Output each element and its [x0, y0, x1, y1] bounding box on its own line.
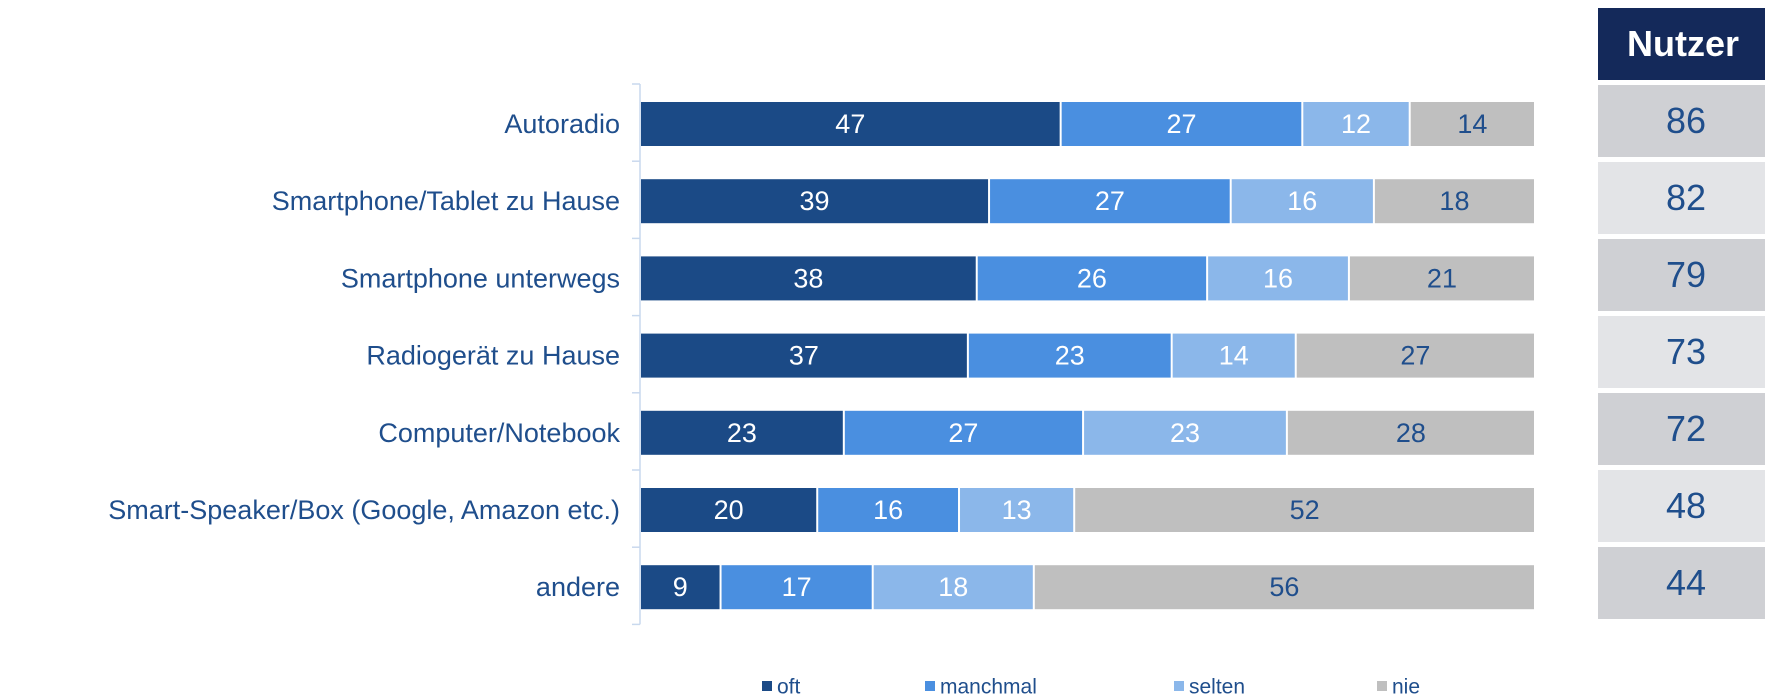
- legend-label-oft: oft: [777, 676, 801, 698]
- data-label-manchmal: 23: [1055, 341, 1085, 371]
- data-label-manchmal: 27: [948, 418, 978, 448]
- bar-segment-selten: [1172, 333, 1295, 378]
- nutzer-value: 79: [1598, 239, 1765, 311]
- data-label-selten: 13: [1002, 495, 1032, 525]
- bar-segment-oft: [641, 102, 1060, 146]
- bar-segment-oft: [641, 179, 989, 224]
- bar-segment-manchmal: [1061, 102, 1302, 146]
- legend-label-selten: selten: [1189, 676, 1245, 698]
- data-label-nie: 21: [1427, 263, 1457, 293]
- legend-swatch-nie: [1377, 681, 1387, 691]
- data-label-nie: 56: [1269, 572, 1299, 602]
- bar-segment-selten: [1303, 102, 1409, 146]
- bar-segment-nie: [1296, 333, 1534, 378]
- data-label-nie: 27: [1400, 341, 1430, 371]
- legend-label-manchmal: manchmal: [940, 676, 1037, 698]
- bar-segment-nie: [1374, 179, 1534, 224]
- bar-segment-oft: [641, 333, 967, 378]
- data-label-manchmal: 27: [1166, 109, 1196, 139]
- category-label: andere: [536, 572, 620, 602]
- category-label: Smartphone unterwegs: [341, 263, 620, 293]
- data-label-selten: 16: [1263, 263, 1293, 293]
- category-label: Smartphone/Tablet zu Hause: [272, 186, 620, 216]
- nutzer-value: 72: [1598, 393, 1765, 465]
- legend-swatch-selten: [1174, 681, 1184, 691]
- legend-label-nie: nie: [1392, 676, 1420, 698]
- bar-segment-oft: [641, 565, 720, 610]
- data-label-selten: 18: [938, 572, 968, 602]
- nutzer-value: 86: [1598, 85, 1765, 157]
- bar-segment-nie: [1349, 256, 1534, 301]
- nutzer-value: 44: [1598, 547, 1765, 619]
- data-label-manchmal: 17: [782, 572, 812, 602]
- data-label-selten: 23: [1170, 418, 1200, 448]
- category-label: Autoradio: [504, 109, 620, 139]
- data-label-nie: 28: [1396, 418, 1426, 448]
- nutzer-value: 48: [1598, 470, 1765, 542]
- bar-segment-selten: [1084, 410, 1286, 455]
- data-label-nie: 52: [1290, 495, 1320, 525]
- legend-swatch-oft: [762, 681, 772, 691]
- category-label: Computer/Notebook: [378, 418, 620, 448]
- nutzer-panel: Nutzer 86 82 79 73 72 48 44: [1598, 8, 1765, 619]
- data-label-selten: 14: [1219, 341, 1249, 371]
- bar-segment-oft: [641, 410, 843, 455]
- bar-segment-nie: [1410, 102, 1534, 146]
- bar-segment-oft: [641, 488, 817, 532]
- data-label-oft: 9: [673, 572, 688, 602]
- bar-segment-selten: [960, 488, 1074, 532]
- category-labels: Autoradio Smartphone/Tablet zu Hause Smart…: [108, 109, 620, 602]
- bar-segment-manchmal: [968, 333, 1171, 378]
- bar-segment-manchmal: [721, 565, 872, 610]
- data-label-nie: 18: [1439, 186, 1469, 216]
- data-label-selten: 16: [1287, 186, 1317, 216]
- bar-segment-manchmal: [818, 488, 959, 532]
- bar-segment-oft: [641, 256, 976, 301]
- bar-segment-nie: [1075, 488, 1534, 532]
- bar-segment-manchmal: [977, 256, 1207, 301]
- bar-segment-manchmal: [844, 410, 1083, 455]
- data-label-oft: 38: [793, 263, 823, 293]
- nutzer-cells: 86 82 79 73 72 48 44: [1598, 85, 1765, 619]
- data-label-manchmal: 27: [1095, 186, 1125, 216]
- legend: oft manchmal selten nie: [762, 676, 1420, 698]
- data-label-manchmal: 26: [1077, 263, 1107, 293]
- data-label-manchmal: 16: [873, 495, 903, 525]
- nutzer-value: 82: [1598, 162, 1765, 234]
- data-label-oft: 37: [789, 341, 819, 371]
- bar-segment-nie: [1287, 410, 1534, 455]
- bar-segment-selten: [873, 565, 1033, 610]
- data-label-oft: 23: [727, 418, 757, 448]
- nutzer-header: Nutzer: [1598, 8, 1765, 80]
- bar-segment-selten: [1231, 179, 1373, 224]
- bar-segment-manchmal: [990, 179, 1230, 224]
- category-label: Radiogerät zu Hause: [366, 341, 620, 371]
- data-label-oft: 20: [714, 495, 744, 525]
- data-label-oft: 39: [800, 186, 830, 216]
- bar-segment-nie: [1034, 565, 1534, 610]
- category-label: Smart-Speaker/Box (Google, Amazon etc.): [108, 495, 620, 525]
- data-label-nie: 14: [1457, 109, 1487, 139]
- bar-segments: 47 27 12 14 39 27 16 18 38 26 16 21 37 23 14 27 23 27 23 28…: [641, 102, 1534, 610]
- data-label-oft: 47: [835, 109, 865, 139]
- bar-segment-selten: [1208, 256, 1348, 301]
- legend-swatch-manchmal: [925, 681, 935, 691]
- data-label-selten: 12: [1341, 109, 1371, 139]
- nutzer-value: 73: [1598, 316, 1765, 388]
- category-axis: [632, 83, 641, 626]
